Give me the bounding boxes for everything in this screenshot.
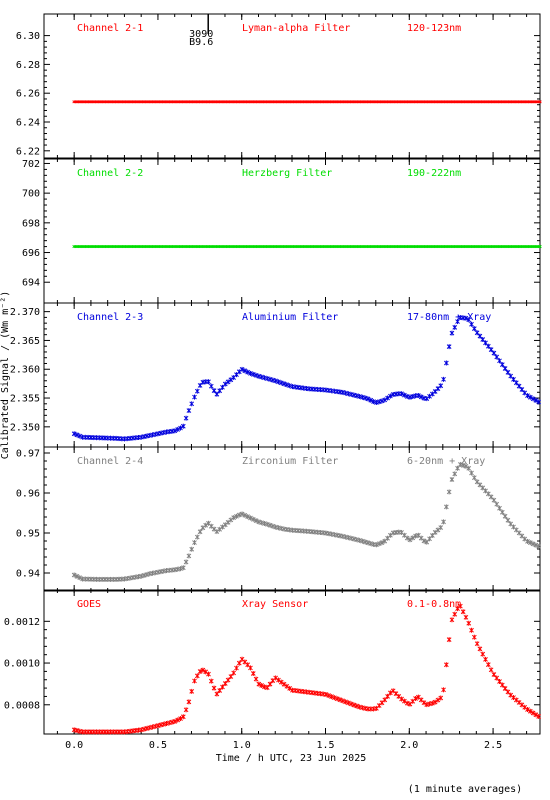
panel-3: 2.350 2.355 2.360 2.365 2.370 Channel 2-3 Alum… <box>10 302 542 448</box>
panel-channel-label: Channel 2-3 <box>77 312 143 323</box>
panel-channel-label: GOES <box>77 599 101 610</box>
y-tick-label: 6.24 <box>16 118 40 129</box>
y-tick-label: 0.0008 <box>4 700 40 711</box>
panel-filter-label: Lyman-alpha Filter <box>242 23 350 34</box>
panel-band-label: 17-80nm + Xray <box>407 312 491 323</box>
x-tick-label: 1.0 <box>233 740 251 751</box>
x-tick-label: 2.0 <box>400 740 418 751</box>
panel-filter-label: Xray Sensor <box>242 599 308 610</box>
panel-band-label: 120-123nm <box>407 23 461 34</box>
y-tick-label: 0.94 <box>16 569 40 580</box>
panel-band-label: 6-20nm + Xray <box>407 456 485 467</box>
panel-band-label: 0.1-0.8nm <box>407 599 461 610</box>
data-point <box>538 100 542 104</box>
y-tick-label: 694 <box>22 278 40 289</box>
y-tick-label: 0.97 <box>16 449 40 460</box>
y-tick-label: 0.96 <box>16 489 40 500</box>
panel-channel-label: Channel 2-1 <box>77 23 143 34</box>
panel-5: 0.0008 0.0010 0.0012 GOES Xray Sensor 0.1-0.8… <box>4 589 542 735</box>
y-tick-label: 0.0012 <box>4 617 40 628</box>
y-tick-label: 6.26 <box>16 89 40 100</box>
x-tick-label: 1.5 <box>316 740 334 751</box>
marker-label-top: 3090 <box>189 29 213 40</box>
y-tick-label: 0.95 <box>16 529 40 540</box>
x-tick-label: 0.5 <box>149 740 167 751</box>
panel-channel-label: Channel 2-2 <box>77 168 143 179</box>
panel-filter-label: Aluminium Filter <box>242 312 338 323</box>
y-tick-label: 702 <box>22 159 40 170</box>
y-tick-label: 2.350 <box>10 422 40 433</box>
data-series <box>71 315 542 442</box>
panel-2: 694 696 698 700 702 Channel 2-2 Herzberg Filte… <box>22 158 542 304</box>
y-tick-label: 2.365 <box>10 336 40 347</box>
panel-channel-label: Channel 2-4 <box>77 456 143 467</box>
y-tick-label: 2.370 <box>10 307 40 318</box>
y-tick-label: 2.355 <box>10 394 40 405</box>
data-series <box>71 461 542 582</box>
y-tick-label: 696 <box>22 248 40 259</box>
x-tick-label: 0.0 <box>65 740 83 751</box>
data-series <box>72 244 542 249</box>
data-point <box>538 244 542 249</box>
x-axis-group: 0.0 0.5 1.0 1.5 2.0 2.5 <box>65 740 502 751</box>
panel-1: 6.22 6.24 6.26 6.28 6.30 Channel 2-1 Lyman-alp… <box>16 13 542 159</box>
y-tick-label: 6.28 <box>16 60 40 71</box>
data-series <box>71 603 542 735</box>
panel-band-label: 190-222nm <box>407 168 461 179</box>
data-series <box>72 100 542 104</box>
panel-4: 0.94 0.95 0.96 0.97 Channel 2-4 Zirconium Fil… <box>16 446 542 592</box>
y-tick-label: 6.22 <box>16 146 40 157</box>
marker-label-bottom: B9.6 <box>189 37 213 48</box>
footnote: (1 minute averages) <box>408 784 522 795</box>
y-tick-label: 0.0010 <box>4 659 40 670</box>
y-tick-label: 2.360 <box>10 365 40 376</box>
y-tick-label: 700 <box>22 189 40 200</box>
panel-filter-label: Zirconium Filter <box>242 456 338 467</box>
panels-group: 6.22 6.24 6.26 6.28 6.30 Channel 2-1 Lyman-alp… <box>4 13 542 735</box>
y-axis-label: Calibrated Signal / (Wm m⁻²) <box>0 291 11 460</box>
x-tick-label: 2.5 <box>484 740 502 751</box>
panel-filter-label: Herzberg Filter <box>242 168 332 179</box>
y-tick-label: 698 <box>22 218 40 229</box>
y-tick-label: 6.30 <box>16 31 40 42</box>
x-axis-label: Time / h UTC, 23 Jun 2025 <box>216 753 367 764</box>
